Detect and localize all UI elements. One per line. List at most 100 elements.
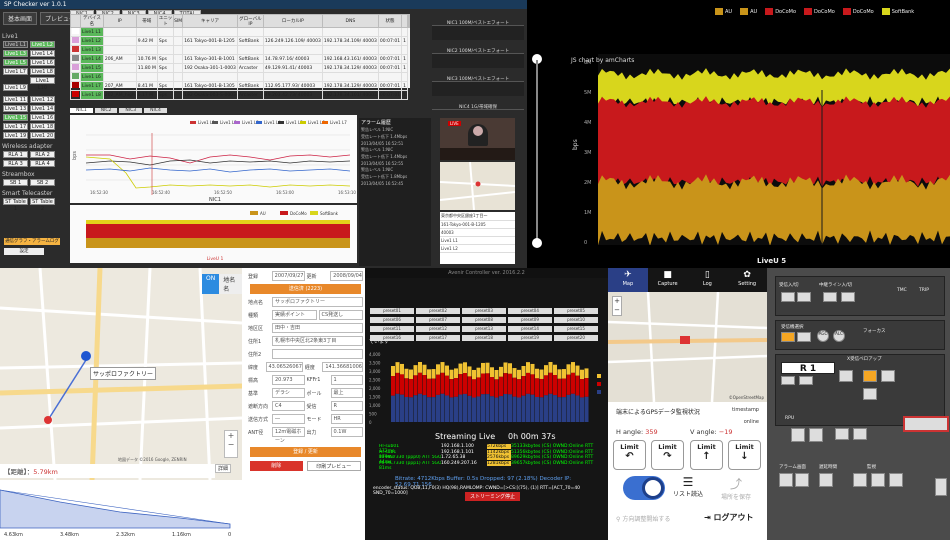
panel-button[interactable] — [823, 292, 837, 302]
sidebar-device-button[interactable]: Live1 L4 — [30, 50, 55, 57]
preset-button[interactable]: preset08 — [462, 317, 506, 323]
preset-button[interactable]: preset20 — [554, 335, 598, 341]
zoom-scrollbar[interactable] — [536, 60, 538, 240]
legend-item[interactable]: DoCoMo — [765, 8, 796, 15]
sidebar-device-button[interactable]: Live1 L1 — [3, 41, 28, 48]
sidebar-device-button[interactable]: RLA 4 — [30, 160, 55, 167]
logout-button[interactable]: ⇥ ログアウト — [704, 512, 754, 523]
dist-select[interactable]: R — [330, 401, 363, 411]
limit-down-button[interactable]: Limit ↓ — [728, 440, 761, 470]
detail-button[interactable]: 詳細 — [215, 464, 232, 473]
table-row[interactable]: Live1 L3 — [70, 45, 410, 55]
chart-tab-nic1[interactable]: NIC1 — [70, 108, 93, 113]
alarm-log-button[interactable]: 通信グラフ・アラームログ — [4, 238, 60, 245]
sidebar-device-button[interactable]: Live1 13 — [3, 105, 28, 112]
address-field[interactable]: 札幌市中央区北2条東3丁目 — [272, 336, 363, 346]
save-location-button[interactable]: ⤴ 場所を保存 — [721, 475, 751, 501]
alc-button[interactable]: ALC — [833, 330, 845, 342]
preset-button[interactable]: preset15 — [554, 326, 598, 332]
panel-button[interactable] — [841, 292, 855, 302]
kind2-select[interactable]: CS発送し — [318, 310, 363, 320]
tab-log[interactable]: ▯ Log — [688, 268, 728, 292]
panel-button[interactable] — [781, 376, 795, 385]
preset-button[interactable]: preset16 — [370, 335, 414, 341]
kfr-field[interactable]: 1 — [330, 375, 363, 385]
preset-button[interactable]: preset05 — [554, 308, 598, 314]
list-load-button[interactable]: ☰ リスト読込 — [673, 475, 703, 498]
limit-up-button[interactable]: Limit ↑ — [690, 440, 723, 470]
table-row[interactable]: Live1 L2 9.42 M Sps 161 Tokyo-001-B-1205 Sof… — [70, 36, 410, 46]
zone-field[interactable]: 田中・吉田 — [272, 323, 363, 333]
sidebar-device-button[interactable]: RLA 3 — [3, 160, 28, 167]
table-row[interactable]: Live1 L4 206_AM 10.76 M Sps 161 Tokyo-301-B-… — [70, 54, 410, 64]
tab-setting[interactable]: ✿ Setting — [727, 268, 767, 292]
sidebar-device-button[interactable]: Live1 L8 — [30, 68, 55, 75]
panel-button[interactable] — [889, 473, 903, 487]
chart-tab-nic4[interactable]: NIC4 — [144, 108, 167, 113]
legend-item[interactable]: DoCoMo — [804, 8, 835, 15]
sidebar-device-button[interactable]: Live1 14 — [30, 105, 55, 112]
sidebar-device-button[interactable]: Live1 L5 — [3, 59, 28, 66]
panel-button[interactable] — [809, 428, 823, 442]
preset-button[interactable]: preset02 — [416, 308, 460, 314]
preset-button[interactable]: preset01 — [370, 308, 414, 314]
agc-button[interactable]: AGC — [817, 330, 829, 342]
panel-button[interactable] — [863, 370, 877, 382]
zoom-controls[interactable]: + − — [612, 296, 622, 316]
preset-button[interactable]: preset12 — [416, 326, 460, 332]
lat-field[interactable]: 43.06526067 — [265, 362, 303, 372]
settings-button[interactable]: 設定 — [4, 248, 44, 255]
toggle-on[interactable]: ON — [202, 274, 220, 294]
sidebar-device-button[interactable]: Live1 11 — [3, 96, 28, 103]
table-row[interactable]: Live1 L7 207_AM 8.41 M Sps 161 Tokyo-001-B-1… — [70, 81, 410, 91]
stop-streaming-button[interactable]: ストリーミング停止 — [465, 492, 521, 501]
preset-button[interactable]: preset03 — [462, 308, 506, 314]
sidebar-device-button[interactable]: Live1 16 — [30, 114, 55, 121]
gps-toggle[interactable] — [623, 476, 665, 500]
zoom-top-handle[interactable] — [532, 54, 542, 64]
ant2-select[interactable]: 12m電磁ホーン — [272, 427, 305, 444]
panel-button[interactable] — [853, 473, 867, 487]
legend-item[interactable]: AU — [740, 8, 757, 15]
sidebar-device-button[interactable]: Live1 20 — [30, 132, 55, 139]
save-button[interactable]: 登録 / 更新 — [250, 447, 361, 457]
limit-cw-button[interactable]: Limit ↷ — [651, 440, 684, 470]
panel-button[interactable] — [839, 370, 853, 382]
panel-button[interactable] — [881, 370, 895, 382]
preset-button[interactable]: preset04 — [508, 308, 552, 314]
legend-item[interactable]: AU — [715, 8, 732, 15]
preset-button[interactable]: preset13 — [462, 326, 506, 332]
main-screen-button[interactable]: 基本画面 — [3, 12, 38, 25]
sidebar-device-button[interactable]: Live1 15 — [3, 114, 28, 121]
panel-button[interactable] — [797, 332, 811, 342]
panel-button[interactable] — [835, 428, 849, 440]
preset-button[interactable]: preset07 — [416, 317, 460, 323]
direction-adjust-button[interactable]: ⚲ 方向調整開始する — [616, 514, 670, 523]
preset-button[interactable]: preset06 — [370, 317, 414, 323]
kind-select[interactable]: 実績ポイント — [272, 310, 317, 320]
scroll-button[interactable] — [935, 478, 947, 496]
preset-button[interactable]: preset19 — [508, 335, 552, 341]
sidebar-device-button[interactable]: ST Table 1 — [3, 198, 28, 212]
ant-select[interactable]: ― — [272, 414, 305, 424]
sidebar-device-button[interactable]: ST Table 2 — [30, 198, 55, 212]
sidebar-device-button[interactable]: Live1 12 — [30, 96, 55, 103]
table-row[interactable]: Live1 L6 — [70, 72, 410, 82]
tab-capture[interactable]: ■ Capture — [648, 268, 688, 292]
map-view[interactable]: ON 地名名 サッポロファクトリー + − 詳細 地図データ ©2016 Goog… — [0, 268, 243, 481]
sidebar-device-button[interactable]: RLA 1 — [3, 151, 28, 158]
tab-map[interactable]: ✈ Map — [608, 268, 648, 292]
panel-button[interactable] — [779, 473, 793, 487]
preset-button[interactable]: preset17 — [416, 335, 460, 341]
panel-button[interactable] — [863, 388, 877, 400]
sidebar-device-button[interactable]: Live1 L6 — [30, 59, 55, 66]
std-select[interactable]: デラシ — [272, 388, 305, 398]
legend-item[interactable]: DoCoMo — [842, 8, 874, 15]
table-row[interactable]: Live1 L1 — [70, 27, 410, 37]
location-map[interactable] — [439, 161, 516, 211]
target-marker-icon[interactable] — [44, 416, 52, 424]
out-select[interactable]: 0.1W — [330, 427, 363, 437]
sidebar-device-button[interactable]: Live1 L7 — [3, 68, 28, 75]
table-row[interactable]: Live1 L5 11.80 M Sps 192 Osaka-301-1-0003 Ar… — [70, 63, 410, 73]
sidebar-device-button[interactable]: SB 2 — [30, 179, 55, 186]
